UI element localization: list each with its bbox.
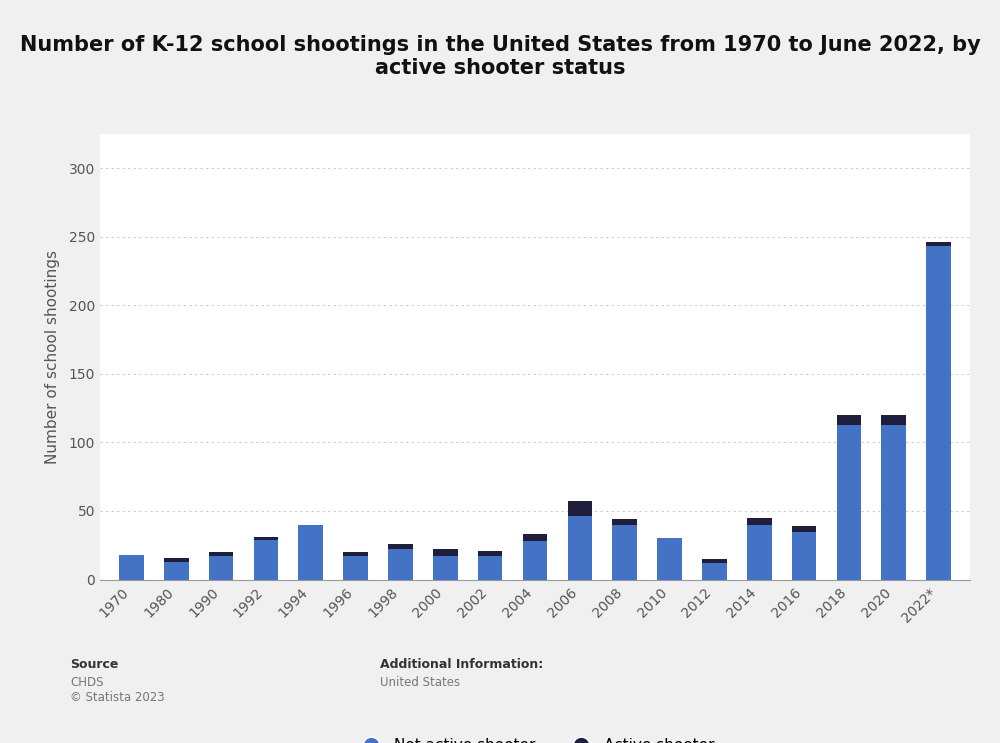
Bar	[881, 424, 906, 580]
Bar	[388, 549, 413, 580]
Bar	[792, 526, 816, 531]
Bar	[254, 539, 278, 580]
Bar	[164, 557, 189, 562]
Bar	[119, 555, 144, 580]
Bar	[209, 557, 233, 580]
Bar	[702, 559, 727, 563]
Bar	[298, 525, 323, 580]
Bar	[612, 525, 637, 580]
Bar	[568, 502, 592, 516]
Text: Additional Information:: Additional Information:	[380, 658, 543, 670]
Bar	[881, 415, 906, 424]
Bar	[747, 525, 772, 580]
Text: Source: Source	[70, 658, 118, 670]
Bar	[388, 544, 413, 549]
Bar	[926, 242, 951, 246]
Bar	[837, 415, 861, 424]
Bar	[612, 519, 637, 525]
Bar	[478, 551, 502, 557]
Bar	[164, 562, 189, 580]
Bar	[747, 518, 772, 525]
Bar	[433, 557, 458, 580]
Bar	[702, 563, 727, 580]
Bar	[523, 534, 547, 541]
Bar	[478, 557, 502, 580]
Bar	[657, 539, 682, 580]
Text: Number of K-12 school shootings in the United States from 1970 to June 2022, by
: Number of K-12 school shootings in the U…	[20, 35, 980, 78]
Y-axis label: Number of school shootings: Number of school shootings	[45, 250, 60, 464]
Bar	[926, 246, 951, 580]
Bar	[792, 531, 816, 580]
Bar	[343, 552, 368, 557]
Text: United States: United States	[380, 676, 460, 689]
Bar	[433, 549, 458, 557]
Legend: Not active shooter, Active shooter: Not active shooter, Active shooter	[349, 732, 721, 743]
Bar	[568, 516, 592, 580]
Bar	[343, 557, 368, 580]
Text: CHDS
© Statista 2023: CHDS © Statista 2023	[70, 676, 165, 704]
Bar	[523, 541, 547, 580]
Bar	[837, 424, 861, 580]
Bar	[209, 552, 233, 557]
Bar	[254, 537, 278, 539]
